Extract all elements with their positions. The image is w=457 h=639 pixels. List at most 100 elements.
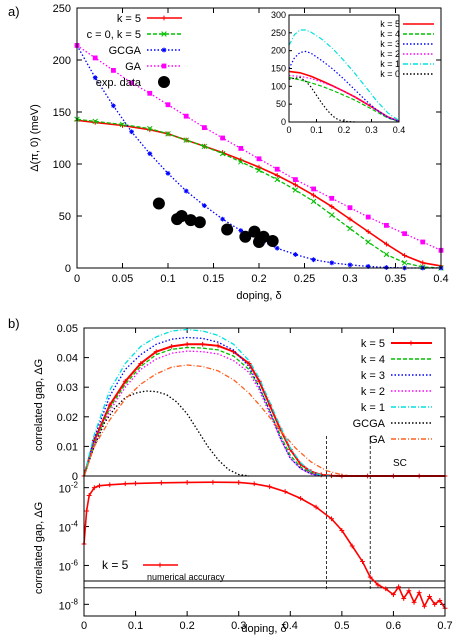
panel-b-vlines bbox=[325, 436, 371, 591]
a-data-point bbox=[256, 156, 262, 162]
a-legend-marker bbox=[161, 63, 167, 69]
bb-xtick-label: 0.2 bbox=[179, 620, 194, 632]
bt-data-point bbox=[215, 343, 221, 349]
panel-a-series bbox=[74, 43, 444, 271]
panel-a-label: a) bbox=[8, 4, 20, 19]
a-data-point bbox=[311, 186, 316, 192]
bb-data-point bbox=[86, 493, 92, 498]
a-data-point bbox=[183, 113, 189, 119]
a-legend-marker bbox=[158, 76, 170, 88]
a-data-point bbox=[220, 216, 225, 222]
a-xtick-label: 0.05 bbox=[112, 273, 133, 285]
panel-b-top-ticks: 0 0.01 0.02 0.03 0.04 0.05 bbox=[57, 323, 445, 483]
a-data-point bbox=[383, 251, 390, 258]
panel-b: b) 0 0.01 0.02 0.03 0.04 0.05 0 0.1 0.2 0.3 0.4 0.… bbox=[8, 316, 453, 635]
panel-a: a) 0 0.05 0.1 0.15 0.2 0.25 0.3 0.35 0.4 0 50 100 15… bbox=[8, 3, 449, 302]
a-xtick-label: 0.1 bbox=[160, 273, 175, 285]
bt-data-point bbox=[169, 343, 175, 349]
bb-data-point bbox=[251, 481, 257, 487]
a-legend-label: k = 5 bbox=[117, 13, 141, 25]
a-xtick-label: 0.35 bbox=[385, 273, 406, 285]
a-xtick-label: 0.25 bbox=[294, 273, 315, 285]
bb-data-point bbox=[406, 588, 412, 594]
bt-series-line bbox=[83, 390, 250, 477]
inset-ytick-label: 150 bbox=[271, 64, 286, 74]
a-data-point bbox=[274, 166, 280, 172]
a-data-point bbox=[420, 260, 426, 266]
a-legend-marker bbox=[161, 15, 167, 21]
a-data-point bbox=[183, 137, 189, 143]
bb-ytick-base: 10 bbox=[59, 523, 71, 535]
a-data-point bbox=[329, 195, 335, 201]
inset-ytick-label: 50 bbox=[276, 99, 286, 109]
bb-data-point bbox=[437, 598, 443, 603]
a-series-line bbox=[76, 118, 442, 269]
a-data-point bbox=[420, 239, 426, 245]
a-data-point bbox=[175, 210, 188, 222]
bb-data-point bbox=[391, 592, 396, 598]
a-data-point bbox=[238, 159, 244, 165]
bb-ytick-label: 10-8 bbox=[59, 597, 79, 612]
a-series-line bbox=[76, 119, 442, 267]
bt-legend-label: k = 4 bbox=[361, 354, 385, 366]
a-data-point bbox=[165, 102, 171, 108]
a-data-point bbox=[256, 167, 262, 173]
bt-series-line bbox=[83, 336, 322, 477]
bb-data-point bbox=[236, 480, 242, 485]
bb-data-point bbox=[411, 599, 417, 605]
a-data-point bbox=[193, 216, 206, 229]
a-xtick-label: 0.2 bbox=[251, 273, 266, 285]
bb-data-point bbox=[133, 480, 138, 486]
a-data-point bbox=[202, 125, 207, 130]
inset-series-line bbox=[288, 76, 356, 123]
a-data-point bbox=[152, 197, 165, 210]
panel-a-legend: k = 5 c = 0, k = 5 GCGA GA exp. data bbox=[87, 13, 182, 89]
panel-a-gridlayer: 0 0.05 0.1 0.15 0.2 0.25 0.3 0.35 0.4 0 50 100 150 20… bbox=[53, 3, 449, 285]
bb-data-point bbox=[349, 543, 355, 549]
bb-legend-marker bbox=[157, 562, 163, 568]
a-data-point bbox=[221, 223, 234, 236]
a-data-point bbox=[384, 241, 389, 247]
bb-data-point bbox=[184, 480, 190, 485]
a-data-point bbox=[310, 198, 317, 205]
a-legend-marker bbox=[161, 31, 167, 37]
a-data-point bbox=[293, 252, 298, 257]
bt-series-line bbox=[83, 328, 332, 477]
inset-legend: k = 5k = 4k = 3k = 2k = 1k = 0 bbox=[380, 19, 434, 79]
a-data-point bbox=[111, 103, 116, 109]
a-data-point bbox=[311, 257, 316, 263]
a-data-point bbox=[147, 125, 153, 132]
bb-xtick-label: 0.3 bbox=[231, 620, 246, 632]
a-data-point bbox=[165, 170, 171, 176]
panel-b-label: b) bbox=[8, 316, 20, 331]
bt-data-point bbox=[246, 361, 252, 366]
a-data-point bbox=[129, 80, 134, 86]
bt-data-point bbox=[153, 349, 159, 355]
inset-ytick-label: 100 bbox=[271, 81, 286, 91]
bb-data-point bbox=[267, 484, 273, 490]
a-data-point bbox=[201, 143, 208, 150]
a-data-point bbox=[329, 212, 335, 218]
inset-legend-label: k = 5 bbox=[380, 19, 400, 29]
a-data-point bbox=[293, 177, 298, 182]
a-data-point bbox=[238, 228, 244, 233]
bt-series-line bbox=[83, 350, 322, 477]
inset-series bbox=[288, 29, 400, 123]
a-xtick-label: 0.4 bbox=[433, 273, 448, 285]
panel-a-ylabel: Δ(π, 0) (meV) bbox=[29, 104, 41, 172]
inset-xtick-label: 0.1 bbox=[310, 125, 323, 135]
inset-legend-label: k = 1 bbox=[380, 59, 400, 69]
bt-legend-label: k = 3 bbox=[361, 370, 385, 382]
a-ytick-label: 100 bbox=[53, 159, 71, 171]
bt-series-line bbox=[83, 346, 322, 477]
bt-data-point bbox=[200, 341, 206, 347]
panel-b-bottom-ylabel: correlated gap, ΔG bbox=[33, 502, 45, 594]
bt-legend-label: k = 2 bbox=[361, 386, 385, 398]
a-ytick-label: 200 bbox=[53, 55, 71, 67]
bb-xtick-label: 0.7 bbox=[437, 620, 452, 632]
a-data-point bbox=[184, 214, 197, 227]
bb-ytick-label: 10-4 bbox=[59, 520, 79, 535]
inset-legend-label: k = 4 bbox=[380, 29, 400, 39]
bt-series-line bbox=[83, 364, 353, 477]
bt-legend-label: k = 5 bbox=[361, 338, 385, 350]
